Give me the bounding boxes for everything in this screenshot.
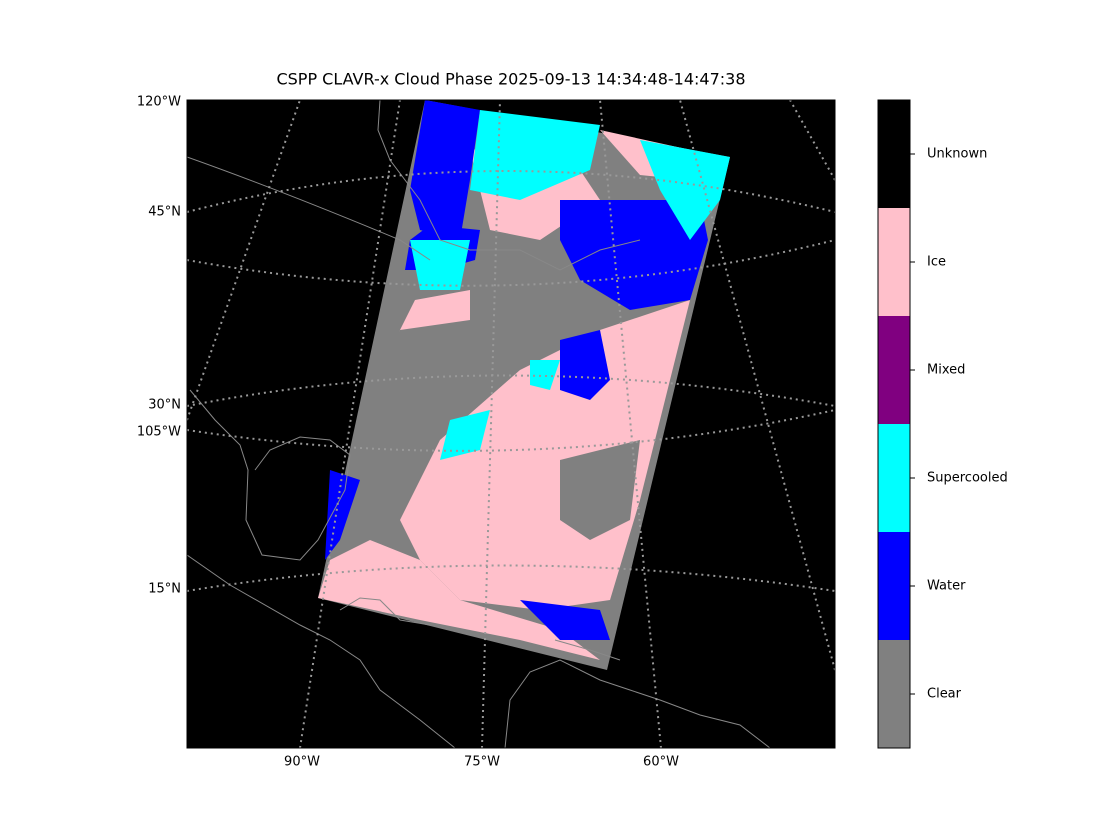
cloud-region [325,470,360,560]
cloud-region [400,300,690,610]
coastlines [187,100,771,748]
map-frame [186,99,836,749]
colorbar-label: Clear [927,687,962,702]
cloud-region [318,540,600,660]
colorbar: Clear Water Supercooled Mixed Ice Unknown [877,99,1008,749]
colorbar-label: Ice [927,255,946,270]
cloud-region [440,410,490,460]
lat-lon-label: 105°W [137,425,181,440]
axis-labels: 120°W 45°N 30°N 105°W 15°N 90°W 75°W 60°W [137,95,679,770]
colorbar-label: Supercooled [927,471,1008,486]
graticule [187,100,835,748]
cloud-region [530,360,560,390]
lat-lon-label: 120°W [137,95,181,110]
colorbar-frame [877,99,911,749]
cloud-region [560,440,640,540]
lon-label: 75°W [464,755,500,770]
cloud-region [410,240,470,290]
title: CSPP CLAVR-x Cloud Phase 2025-09-13 14:3… [276,70,745,89]
lat-lon-label: 45°N [148,205,181,220]
colorbar-segment [878,532,910,640]
cloud-region [470,110,600,200]
cloud-region [410,100,480,240]
cloud-region [640,140,730,240]
lon-label: 90°W [284,755,320,770]
colorbar-segment [878,424,910,532]
map [187,100,835,748]
colorbar-label: Mixed [927,363,965,378]
cloud-region [370,270,560,470]
colorbar-label: Water [927,579,966,594]
colorbar-segment [878,640,910,748]
colorbar-segment [878,316,910,424]
swath [318,100,730,670]
colorbar-label: Unknown [927,147,987,162]
lat-lon-label: 15°N [148,582,181,597]
colorbar-segment [878,100,910,208]
colorbar-segment [878,208,910,316]
cloud-region [520,600,610,640]
lat-lon-label: 30°N [148,398,181,413]
cloud-region [560,330,610,400]
cloud-region [560,200,708,310]
lon-label: 60°W [643,755,679,770]
